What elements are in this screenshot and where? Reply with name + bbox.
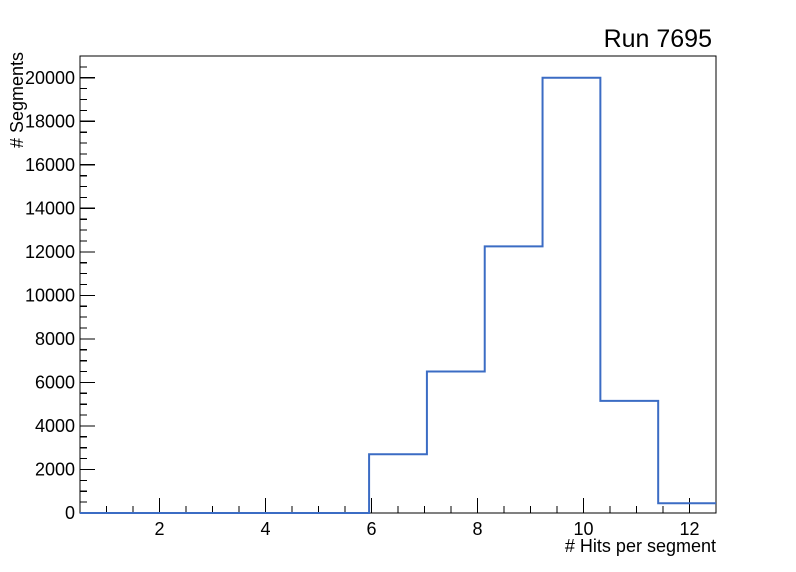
x-tick-label: 10 — [573, 519, 593, 539]
y-tick-label: 4000 — [35, 416, 75, 436]
x-tick-label: 12 — [679, 519, 699, 539]
x-tick-label: 4 — [260, 519, 270, 539]
x-tick-labels: 2 4 6 8 10 12 — [154, 519, 699, 539]
plot-frame — [79, 55, 717, 514]
histogram-line — [80, 76, 716, 514]
y-tick-label: 0 — [65, 503, 75, 523]
x-tick-label: 8 — [472, 519, 482, 539]
y-tick-label: 10000 — [25, 285, 75, 305]
x-tick-label: 6 — [366, 519, 376, 539]
y-tick-label: 16000 — [25, 155, 75, 175]
x-axis-title: # Hits per segment — [564, 536, 716, 556]
y-axis-title: # Segments — [7, 51, 27, 148]
y-tick-label: 12000 — [25, 242, 75, 262]
y-tick-label: 2000 — [35, 459, 75, 479]
y-tick-label: 6000 — [35, 372, 75, 392]
y-tick-labels: 0 2000 4000 6000 8000 10000 12000 14000 16000 180… — [25, 68, 75, 523]
y-tick-label: 18000 — [25, 111, 75, 131]
y-tick-label: 8000 — [35, 329, 75, 349]
chart-title: Run 7695 — [603, 25, 712, 53]
y-tick-label: 20000 — [25, 68, 75, 88]
y-tick-label: 14000 — [25, 198, 75, 218]
x-tick-label: 2 — [154, 519, 164, 539]
axis-ticks — [80, 66, 691, 514]
